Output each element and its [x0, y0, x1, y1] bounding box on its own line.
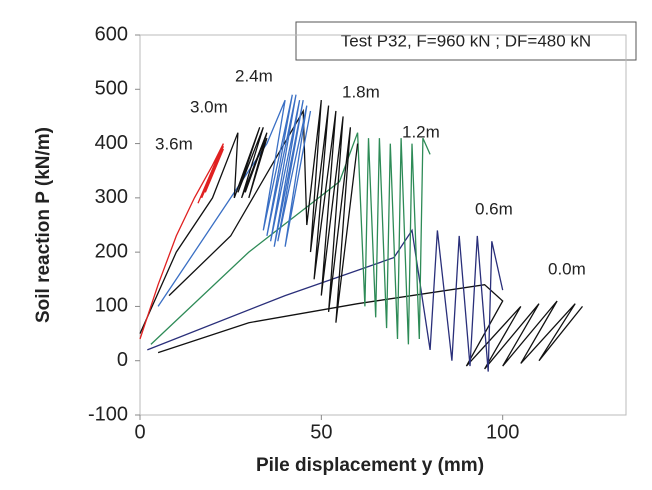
depth-label: 1.2m: [402, 122, 440, 141]
depth-label: 1.8m: [342, 82, 380, 101]
depth-label: 3.0m: [190, 97, 228, 116]
x-tick-label: 100: [486, 421, 519, 443]
y-tick-label: 200: [95, 240, 128, 262]
series-line: [157, 284, 584, 370]
y-tick-label: 0: [117, 349, 128, 371]
series-line: [157, 94, 312, 307]
series-line: [150, 132, 431, 345]
x-axis-title: Pile displacement y (mm): [256, 455, 484, 476]
depth-label: 2.4m: [235, 66, 273, 85]
series-line: [168, 100, 359, 323]
series-line: [139, 127, 268, 334]
x-tick-label: 50: [310, 421, 332, 443]
y-tick-label: 100: [95, 295, 128, 317]
y-tick-label: 300: [95, 186, 128, 208]
depth-label: 3.6m: [155, 134, 193, 153]
y-tick-label: 600: [95, 23, 128, 45]
y-tick-label: 500: [95, 78, 128, 100]
plot-frame: [139, 34, 627, 416]
y-tick-label: -100: [88, 403, 128, 425]
y-tick-label: 400: [95, 132, 128, 154]
annotation-box: [295, 21, 637, 61]
depth-label: 0.6m: [475, 199, 513, 218]
series-line: [139, 143, 225, 340]
x-tick-label: 0: [134, 421, 145, 443]
y-axis-title: Soil reaction P (kN/m): [33, 127, 54, 323]
annotation: Test P32, F=960 kN ; DF=480 kN: [341, 31, 591, 50]
depth-label: 0.0m: [548, 259, 586, 278]
